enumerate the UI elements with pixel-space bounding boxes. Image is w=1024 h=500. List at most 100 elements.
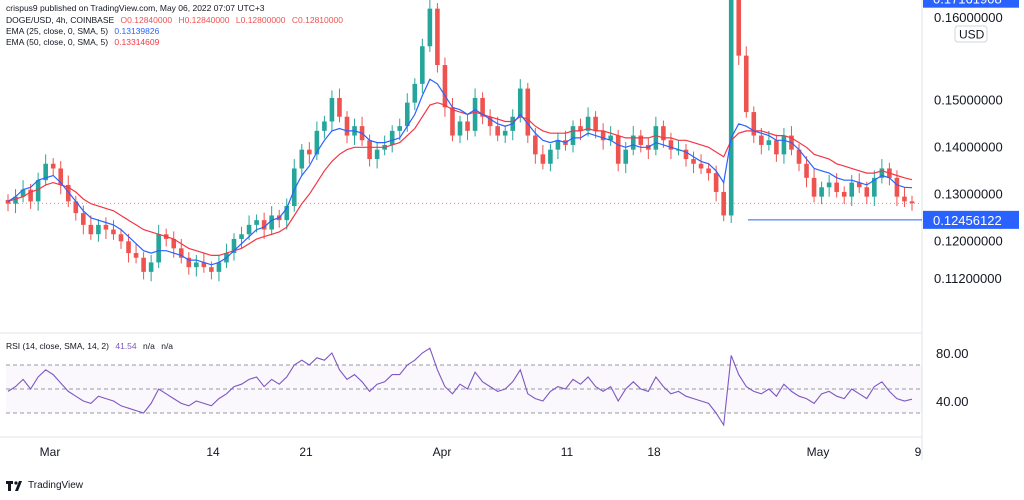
candle-body — [442, 65, 448, 108]
ema25-legend[interactable]: EMA (25, close, 0, SMA, 5) 0.13139826 — [6, 26, 163, 37]
level-price-label: 0.17161908 — [933, 0, 1002, 7]
candle-body — [683, 149, 689, 160]
tradingview-logo-icon — [6, 480, 22, 491]
candle-body — [389, 130, 395, 145]
time-tick-label: 21 — [299, 445, 313, 459]
rsi-label: RSI (14, close, SMA, 14, 2) — [6, 341, 109, 351]
ema50-legend[interactable]: EMA (50, close, 0, SMA, 5) 0.13314609 — [6, 37, 163, 48]
candle-body — [811, 177, 817, 197]
candle-body — [171, 238, 177, 249]
candle-body — [630, 135, 636, 150]
candle-body — [465, 121, 470, 131]
time-tick-label: Apr — [433, 445, 452, 459]
candle-body — [35, 180, 41, 202]
candle-body — [872, 177, 877, 197]
candle-body — [50, 163, 56, 169]
candle-body — [864, 187, 870, 197]
candle-body — [291, 168, 297, 207]
candle-body — [713, 173, 719, 192]
symbol-text: DOGE/USD, 4h, COINBASE — [6, 15, 115, 25]
rsi-legend[interactable]: RSI (14, close, SMA, 14, 2) 41.54 n/a n/… — [6, 341, 177, 352]
time-tick-label: 18 — [647, 445, 661, 459]
candle-body — [209, 267, 214, 272]
candle-body — [13, 196, 18, 204]
candle-body — [517, 88, 523, 117]
candle-body — [367, 140, 372, 160]
rsi-line — [7, 347, 913, 427]
candle-body — [472, 97, 478, 131]
candle-body — [126, 241, 131, 254]
candle-body — [600, 130, 606, 141]
candle-body — [412, 83, 418, 103]
candle-body — [65, 184, 71, 202]
candle-body — [691, 159, 696, 164]
candle-body — [427, 8, 433, 47]
candle-body — [834, 182, 839, 192]
candle-body — [781, 135, 787, 155]
candle-body — [28, 189, 33, 202]
tradingview-watermark[interactable]: TradingView — [6, 480, 83, 491]
ema25-label: EMA (25, close, 0, SMA, 5) — [6, 26, 109, 36]
ema50-value: 0.13314609 — [114, 37, 160, 47]
candle-body — [774, 140, 779, 155]
candle-body — [307, 149, 312, 155]
symbol-line: DOGE/USD, 4h, COINBASE O0.12840000 H0.12… — [6, 15, 347, 26]
candle-body — [593, 116, 598, 131]
ohlc-low: L0.12800000 — [235, 15, 286, 25]
candle-body — [96, 224, 101, 235]
candle-body — [118, 234, 124, 242]
candle-body — [608, 135, 613, 141]
candle-body — [156, 234, 161, 263]
candle-body — [661, 126, 666, 141]
candle-body — [404, 102, 410, 127]
candle-body — [849, 182, 855, 197]
candle-body — [420, 46, 425, 84]
candle-body — [450, 107, 455, 136]
candle-body — [502, 130, 508, 136]
time-tick-label: May — [807, 445, 830, 459]
candle-body — [88, 224, 94, 235]
candle-body — [20, 189, 26, 197]
candle-body — [902, 196, 907, 202]
candle-body — [246, 224, 252, 235]
ohlc-open: O0.12840000 — [120, 15, 173, 25]
candle-body — [759, 135, 764, 145]
candle-body — [194, 262, 199, 268]
candle-body — [284, 206, 290, 221]
candle-body — [751, 112, 757, 136]
candle-body — [374, 149, 380, 160]
candle-body — [148, 262, 154, 272]
candle-body — [314, 130, 320, 155]
ema50-label: EMA (50, close, 0, SMA, 5) — [6, 37, 109, 47]
candle-body — [698, 163, 704, 169]
candle-body — [254, 220, 259, 225]
candle-body — [615, 135, 621, 164]
level-price-label: 0.12456122 — [933, 213, 1002, 228]
rsi-tick-label: 80.00 — [936, 346, 969, 361]
price-tick-label-top: 0.16000000 — [934, 10, 1003, 25]
ema25-line — [7, 78, 913, 266]
candle-body — [743, 55, 749, 113]
time-tick-label: 14 — [206, 445, 220, 459]
candle-body — [533, 135, 538, 155]
rsi-value: 41.54 — [115, 341, 137, 351]
time-tick-label: Mar — [40, 445, 61, 459]
candle-body — [5, 199, 11, 204]
candle-body — [480, 97, 485, 117]
time-tick-label: 9 — [915, 445, 922, 459]
candle-body — [397, 126, 403, 131]
candle-body — [43, 163, 48, 181]
ohlc-close: C0.12810000 — [291, 15, 343, 25]
rsi-na-2: n/a — [161, 341, 174, 351]
candle-body — [216, 262, 222, 272]
ema25-value: 0.13139826 — [114, 26, 160, 36]
candle-body — [58, 168, 64, 185]
candle-body — [653, 126, 659, 150]
candle-body — [728, 0, 734, 216]
candle-body — [879, 168, 885, 178]
rsi-na-1: n/a — [143, 341, 155, 351]
level-price-tag — [923, 0, 1019, 8]
candle-body — [856, 182, 862, 188]
candle-body — [570, 126, 576, 145]
